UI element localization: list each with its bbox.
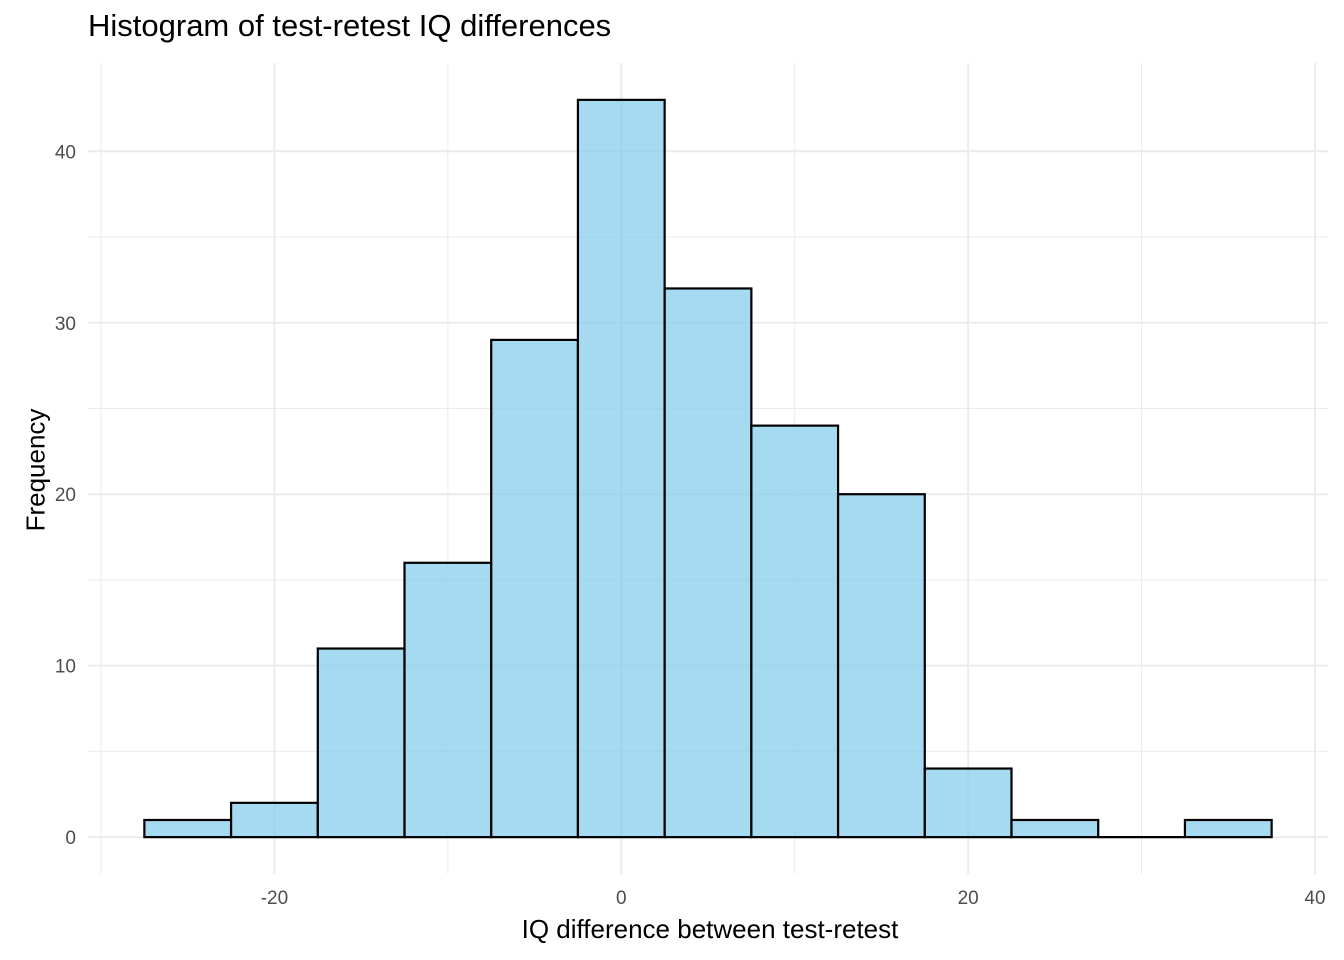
- histogram-bar: [663, 287, 753, 839]
- y-tick-label: 40: [55, 142, 76, 163]
- histogram-bar: [143, 818, 233, 839]
- x-tick-label: 0: [616, 888, 627, 909]
- histogram-bar: [576, 98, 666, 839]
- x-tick-label: -20: [261, 888, 288, 909]
- x-tick-label: 40: [1304, 888, 1325, 909]
- x-axis-ticks: -20 0 20 40: [261, 888, 1326, 909]
- histogram-bar: [1010, 818, 1100, 839]
- histogram-bar: [923, 767, 1013, 839]
- histogram-bar: [490, 338, 580, 839]
- histogram-bar: [316, 647, 406, 839]
- histogram-bar: [1183, 818, 1273, 839]
- histogram-bar: [836, 493, 926, 839]
- y-tick-label: 10: [55, 657, 76, 678]
- chart-title: Histogram of test-retest IQ differences: [88, 8, 612, 43]
- y-tick-label: 30: [55, 314, 76, 335]
- histogram-bar: [229, 801, 319, 839]
- y-axis-ticks: 0 10 20 30 40: [55, 142, 76, 849]
- x-tick-label: 20: [958, 888, 979, 909]
- histogram-bar: [750, 424, 840, 839]
- y-axis-label: Frequency: [20, 408, 51, 532]
- x-axis-label: IQ difference between test-retest: [521, 914, 899, 944]
- y-tick-label: 0: [65, 828, 76, 849]
- histogram-bar: [403, 561, 493, 839]
- y-tick-label: 20: [55, 485, 76, 506]
- histogram-bars: [143, 98, 1273, 839]
